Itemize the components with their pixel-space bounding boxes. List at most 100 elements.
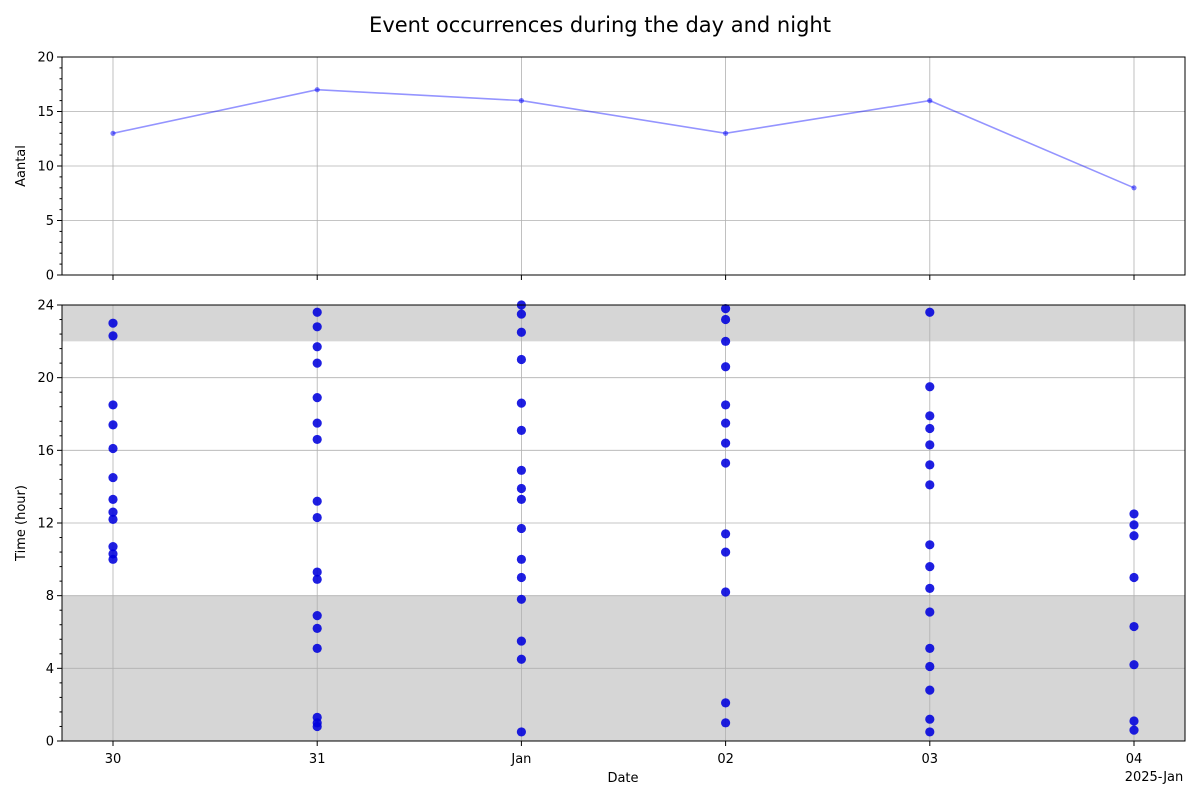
event-time-point (516, 425, 527, 435)
event-time-point (721, 336, 731, 346)
event-time-point (925, 307, 935, 317)
count-point (518, 98, 525, 104)
event-time-point (925, 480, 935, 490)
bottom-x-tick-label: 03 (922, 752, 939, 767)
event-time-point (312, 418, 322, 428)
chart-title: Event occurrences during the day and nig… (369, 13, 831, 37)
event-time-point (721, 314, 731, 325)
top-axes-frame (61, 56, 1186, 276)
event-time-point (721, 587, 731, 597)
top-y-tick-label: 10 (37, 160, 54, 175)
event-time-point (925, 440, 935, 450)
event-time-point (721, 418, 731, 428)
bottom-y-tick-label: 24 (37, 299, 54, 314)
count-series-line (112, 88, 1135, 189)
event-time-point (721, 698, 731, 708)
event-time-point (516, 465, 527, 475)
event-time-point (925, 607, 935, 617)
event-time-point (516, 327, 527, 337)
event-time-point (1129, 660, 1139, 670)
event-time-point (925, 643, 935, 653)
count-point (723, 130, 729, 136)
event-time-point (1129, 572, 1139, 583)
event-time-point (108, 507, 118, 517)
event-time-point (516, 354, 527, 365)
event-time-point (312, 322, 322, 332)
event-time-point (312, 712, 322, 722)
count-point (927, 98, 933, 104)
bottom-y-tick-label: 20 (37, 371, 54, 386)
event-time-point (925, 583, 935, 594)
event-time-point (925, 562, 935, 572)
event-time-point (925, 714, 935, 724)
event-time-point (1129, 725, 1139, 735)
event-time-point (925, 540, 935, 550)
event-time-point (721, 362, 731, 372)
event-time-point (516, 309, 527, 319)
event-time-point (312, 393, 322, 403)
x-axis-offset-label: 2025-Jan (1125, 770, 1184, 785)
bottom-x-tick-label: Jan (510, 752, 531, 767)
event-time-point (925, 411, 935, 421)
count-point (314, 87, 320, 93)
event-time-point (312, 496, 322, 506)
event-time-point (516, 636, 527, 646)
top-y-tick-label: 20 (37, 51, 54, 66)
bottom-night-band (62, 305, 1185, 342)
event-time-point (925, 685, 935, 695)
top-y-tick-label: 15 (37, 105, 54, 120)
event-time-point (312, 623, 322, 633)
event-time-point (925, 460, 935, 470)
bottom-y-tick-label: 0 (46, 735, 54, 750)
event-time-point (516, 572, 527, 583)
event-time-point (721, 547, 731, 557)
event-time-point (516, 594, 527, 604)
bottom-x-tick-label: 04 (1126, 752, 1143, 767)
top-y-axis-label: Aantal (14, 145, 29, 187)
top-y-tick-label: 5 (46, 214, 54, 229)
event-time-point (108, 420, 118, 430)
event-time-point (108, 318, 118, 328)
event-time-point (108, 443, 118, 454)
event-time-point (516, 494, 527, 504)
bottom-x-tick-label: 02 (717, 752, 734, 767)
event-time-point (516, 727, 527, 737)
event-time-point (108, 494, 118, 504)
event-time-point (312, 358, 322, 368)
event-time-point (312, 643, 322, 653)
event-time-point (721, 458, 731, 468)
bottom-x-tick-label: 31 (309, 752, 326, 767)
top-panel-count-line-chart: 0 5 10 15 20 (37, 51, 1186, 284)
event-time-point (721, 529, 731, 539)
event-time-point (312, 434, 322, 445)
count-point (110, 130, 116, 136)
event-time-point (108, 549, 118, 559)
event-time-point (108, 472, 118, 483)
event-time-point (108, 331, 118, 341)
event-time-point (1129, 509, 1139, 519)
bottom-y-tick-label: 12 (37, 517, 54, 532)
event-time-point (925, 727, 935, 737)
event-time-point (312, 611, 322, 621)
event-time-point (516, 554, 527, 564)
bottom-y-tick-label: 4 (46, 662, 54, 677)
bottom-y-tick-label: 8 (46, 589, 54, 604)
bottom-y-tick-label: 16 (37, 444, 54, 459)
event-time-point (312, 342, 322, 352)
event-time-point (516, 483, 527, 494)
event-time-point (721, 304, 731, 314)
event-time-point (108, 514, 118, 524)
event-time-point (721, 438, 731, 448)
event-time-point (1129, 520, 1139, 530)
event-time-point (721, 718, 731, 728)
event-time-point (925, 661, 935, 672)
event-time-point (516, 523, 527, 534)
event-time-point (516, 654, 527, 664)
count-point (1131, 185, 1137, 191)
bottom-y-axis-label: Time (hour) (14, 485, 29, 562)
event-time-point (516, 398, 527, 408)
top-y-tick-label: 0 (46, 269, 54, 284)
event-time-point (312, 307, 322, 317)
event-time-point (108, 542, 118, 552)
